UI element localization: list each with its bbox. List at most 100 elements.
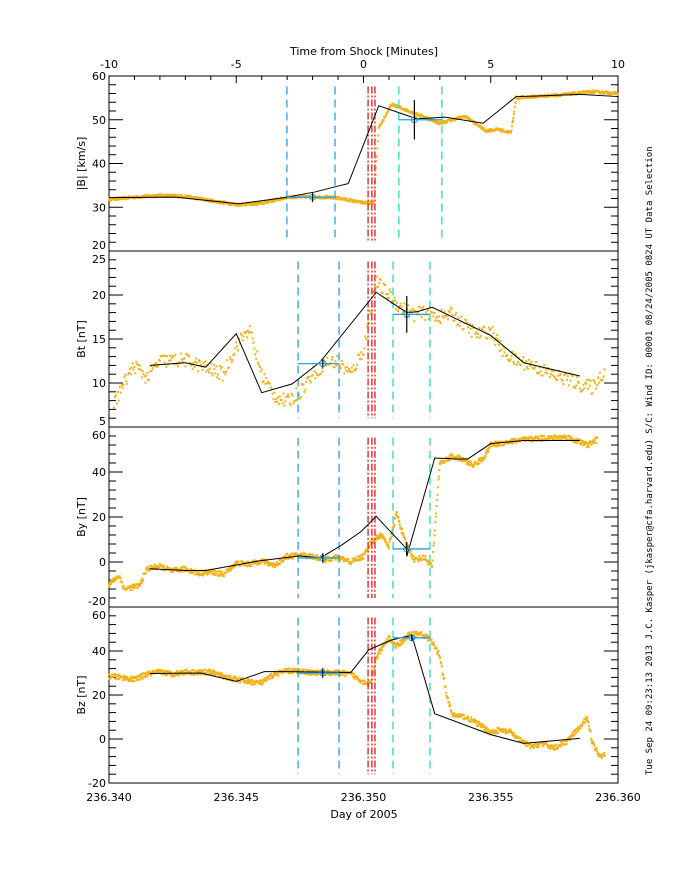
data-point [483, 456, 486, 459]
data-point [469, 327, 472, 330]
data-point [366, 680, 369, 683]
data-point [276, 400, 279, 403]
data-point [302, 552, 305, 555]
data-point [462, 457, 465, 460]
data-point [294, 399, 297, 402]
data-point [615, 91, 618, 94]
data-point [491, 443, 494, 446]
data-point [432, 641, 435, 644]
data-point [471, 324, 474, 327]
data-point [475, 331, 478, 334]
data-point [591, 91, 594, 94]
data-point [197, 573, 200, 576]
data-point [309, 672, 312, 675]
data-point [114, 579, 117, 582]
data-point [598, 371, 601, 374]
data-point [375, 160, 378, 163]
data-point [303, 390, 306, 393]
data-point [216, 570, 219, 573]
data-point [400, 305, 403, 308]
data-point [154, 565, 157, 568]
data-point [377, 650, 380, 653]
data-point [195, 357, 198, 360]
data-point [277, 199, 280, 202]
data-point [559, 373, 562, 376]
data-point [149, 674, 152, 677]
data-point [265, 377, 268, 380]
data-point [110, 676, 113, 679]
data-point [335, 364, 338, 367]
fit-line [149, 440, 580, 572]
data-point [125, 587, 128, 590]
data-point [373, 667, 376, 670]
data-point [466, 115, 469, 118]
data-point [514, 438, 517, 441]
data-point [234, 347, 237, 350]
data-point [325, 363, 328, 366]
data-point [502, 443, 505, 446]
data-point [489, 445, 492, 448]
data-point [513, 363, 516, 366]
data-point [317, 559, 320, 562]
data-point [583, 387, 586, 390]
data-point [515, 441, 518, 444]
data-point [333, 366, 336, 369]
data-point [508, 360, 511, 363]
data-point [479, 457, 482, 460]
data-point [287, 668, 290, 671]
data-point [297, 556, 300, 559]
data-point [410, 554, 413, 557]
data-point [512, 442, 515, 445]
data-point [477, 721, 480, 724]
data-point [156, 668, 159, 671]
data-point [366, 201, 369, 204]
data-point [233, 562, 236, 565]
data-point [531, 96, 534, 99]
data-point [162, 564, 165, 567]
data-point [393, 642, 396, 645]
data-point [242, 678, 245, 681]
data-point [586, 717, 589, 720]
data-point [514, 100, 517, 103]
data-point [282, 671, 285, 674]
data-point [491, 730, 494, 733]
data-point [152, 565, 155, 568]
data-point [278, 558, 281, 561]
data-point [272, 676, 275, 679]
data-point [607, 91, 610, 94]
data-point [353, 677, 356, 680]
data-point [336, 673, 339, 676]
data-point [199, 363, 202, 366]
data-point [341, 672, 344, 675]
data-point [554, 435, 557, 438]
data-point [209, 198, 212, 201]
data-point [484, 725, 487, 728]
data-point [222, 675, 225, 678]
data-point [242, 564, 245, 567]
data-point [234, 675, 237, 678]
data-point [458, 116, 461, 119]
data-point [472, 464, 475, 467]
data-point [346, 365, 349, 368]
data-point [427, 635, 430, 638]
data-point [326, 197, 329, 200]
bottom-tick-label: 236.355 [468, 791, 514, 804]
data-point [399, 639, 402, 642]
data-point [333, 670, 336, 673]
data-point [551, 436, 554, 439]
data-point [158, 565, 161, 568]
data-point [290, 197, 293, 200]
data-point [476, 336, 479, 339]
data-point [172, 355, 175, 358]
data-point [351, 370, 354, 373]
data-point [529, 747, 532, 750]
data-point [230, 204, 233, 207]
data-point [386, 297, 389, 300]
data-point [437, 120, 440, 123]
data-point [511, 125, 514, 128]
data-point [252, 562, 255, 565]
data-point [287, 393, 290, 396]
data-point [390, 104, 393, 107]
data-point [127, 195, 130, 198]
data-point [165, 674, 168, 677]
